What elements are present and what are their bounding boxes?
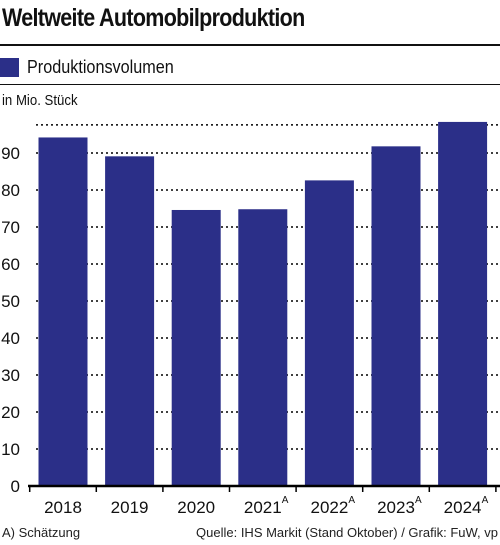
x-tick-label: 2021 xyxy=(244,498,282,517)
y-tick-label: 70 xyxy=(1,218,20,237)
x-tick-label: 2023 xyxy=(377,498,415,517)
bar-2018 xyxy=(38,137,88,486)
y-tick-label: 10 xyxy=(1,440,20,459)
x-tick-marker: A xyxy=(482,495,489,506)
x-tick-label: 2024 xyxy=(444,498,482,517)
y-tick-label: 20 xyxy=(1,403,20,422)
source-credit: Quelle: IHS Markit (Stand Oktober) / Gra… xyxy=(196,525,498,540)
y-tick-label: 60 xyxy=(1,255,20,274)
x-tick-label: 2018 xyxy=(44,498,82,517)
footnote: A) Schätzung xyxy=(2,525,81,540)
y-tick-label: 40 xyxy=(1,329,20,348)
bar-2020 xyxy=(171,209,221,487)
y-tick-label: 0 xyxy=(11,477,20,496)
legend-swatch xyxy=(0,57,19,77)
y-axis-unit: in Mio. Stück xyxy=(2,92,78,109)
y-tick-label: 30 xyxy=(1,366,20,385)
legend: Produktionsvolumen xyxy=(0,54,190,80)
legend-rule xyxy=(0,84,500,85)
bar-2023 xyxy=(371,146,421,486)
bar-2021 xyxy=(238,209,288,487)
legend-label: Produktionsvolumen xyxy=(27,56,174,77)
y-tick-label: 80 xyxy=(1,181,20,200)
title-rule xyxy=(0,44,500,46)
x-tick-marker: A xyxy=(348,495,355,506)
x-tick-label: 2022 xyxy=(310,498,348,517)
y-tick-label: 90 xyxy=(1,144,20,163)
x-tick-label: 2019 xyxy=(111,498,149,517)
chart-title: Weltweite Automobilproduktion xyxy=(2,4,305,32)
bar-2019 xyxy=(105,156,155,486)
x-tick-marker: A xyxy=(282,495,289,506)
bar-2024 xyxy=(438,121,488,487)
y-tick-label: 50 xyxy=(1,292,20,311)
x-tick-label: 2020 xyxy=(177,498,215,517)
bar-2022 xyxy=(304,180,354,486)
x-tick-marker: A xyxy=(415,495,422,506)
